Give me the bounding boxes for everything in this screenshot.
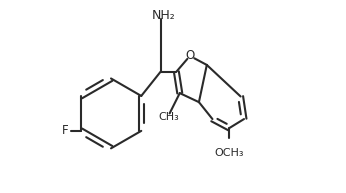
Text: CH₃: CH₃ [158,113,179,122]
Text: F: F [62,124,69,137]
Text: NH₂: NH₂ [152,9,175,22]
Text: OCH₃: OCH₃ [215,148,244,158]
Text: O: O [185,49,194,62]
